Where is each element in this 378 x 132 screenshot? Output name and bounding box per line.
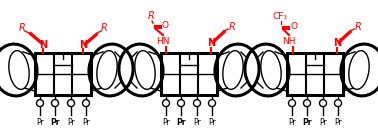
Circle shape xyxy=(304,100,310,107)
Circle shape xyxy=(194,100,200,107)
Circle shape xyxy=(288,100,296,107)
Text: Pr: Pr xyxy=(288,118,296,127)
Text: R: R xyxy=(355,22,361,32)
Text: R: R xyxy=(101,23,107,33)
Circle shape xyxy=(209,100,215,107)
Text: N: N xyxy=(207,38,215,48)
Text: R: R xyxy=(229,22,235,32)
Text: HN: HN xyxy=(156,37,170,46)
Circle shape xyxy=(68,100,74,107)
Circle shape xyxy=(37,100,43,107)
Text: Pr: Pr xyxy=(67,118,75,127)
Text: Pr: Pr xyxy=(176,118,186,127)
Text: CF₃: CF₃ xyxy=(273,12,288,21)
Text: Pr: Pr xyxy=(193,118,201,127)
Text: N: N xyxy=(333,38,341,48)
Circle shape xyxy=(178,100,184,107)
Circle shape xyxy=(82,100,90,107)
Text: Pr: Pr xyxy=(82,118,90,127)
Text: O: O xyxy=(291,22,297,31)
Text: Pr: Pr xyxy=(319,118,327,127)
Text: Pr: Pr xyxy=(50,118,60,127)
Text: N: N xyxy=(39,40,47,50)
Circle shape xyxy=(319,100,327,107)
Circle shape xyxy=(51,100,59,107)
Text: O: O xyxy=(161,21,169,30)
Text: Pr: Pr xyxy=(36,118,44,127)
Circle shape xyxy=(335,100,341,107)
Text: Pr: Pr xyxy=(162,118,170,127)
Text: Pr: Pr xyxy=(334,118,342,127)
Text: R: R xyxy=(19,23,25,33)
Text: NH: NH xyxy=(282,37,296,46)
Text: Pr: Pr xyxy=(302,118,312,127)
Circle shape xyxy=(163,100,169,107)
Text: Pr: Pr xyxy=(208,118,216,127)
Text: N: N xyxy=(79,40,87,50)
Text: R: R xyxy=(148,11,154,21)
